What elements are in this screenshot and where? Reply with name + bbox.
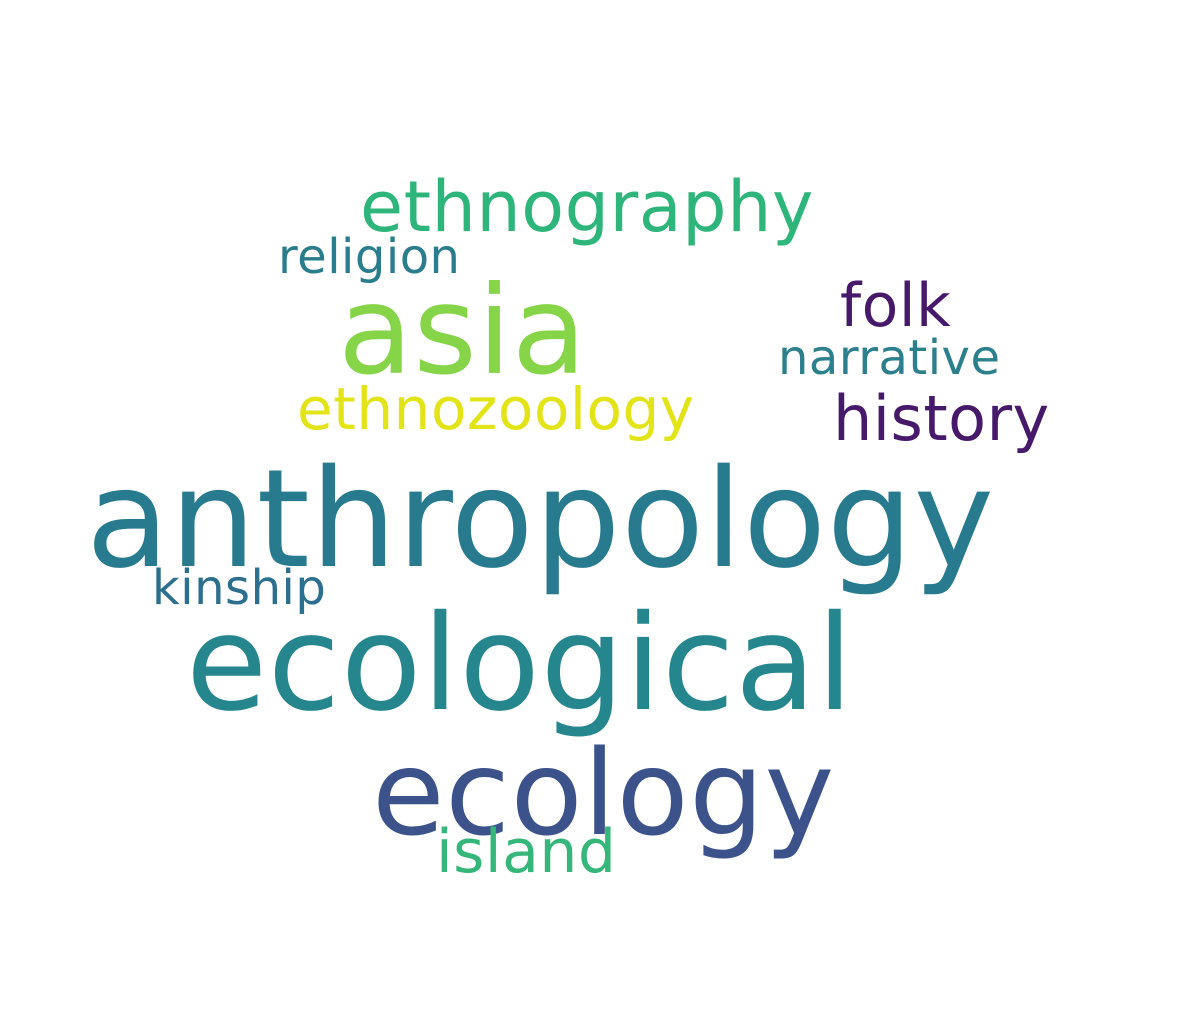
word-ethnozoology: ethnozoology [297,375,695,443]
word-folk: folk [840,271,952,341]
word-religion: religion [278,229,461,285]
word-history: history [833,382,1050,455]
word-anthropology: anthropology [86,441,995,599]
word-ethnography: ethnography [360,166,814,248]
word-kinship: kinship [152,560,327,616]
word-ecology: ecology [372,724,835,862]
word-narrative: narrative [778,330,1001,386]
word-ecological: ecological [186,587,854,741]
word-island: island [436,817,617,887]
word-asia: asia [338,260,587,402]
